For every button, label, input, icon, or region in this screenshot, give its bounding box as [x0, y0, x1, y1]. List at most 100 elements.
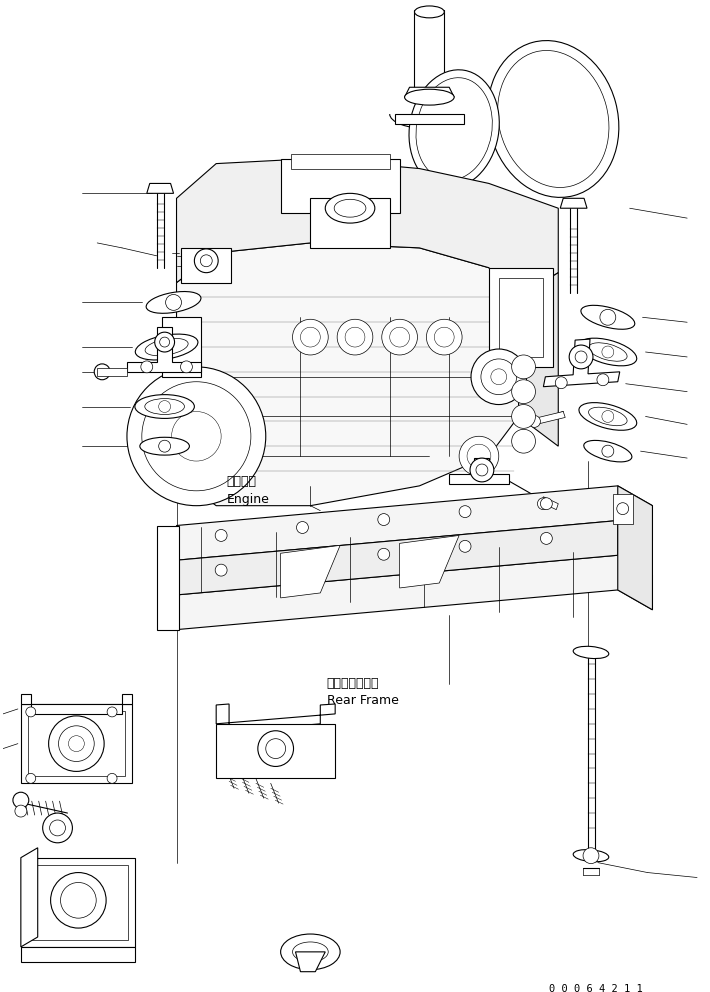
- Ellipse shape: [498, 51, 609, 187]
- Polygon shape: [618, 486, 652, 610]
- Circle shape: [602, 411, 613, 423]
- Polygon shape: [177, 159, 558, 298]
- Circle shape: [597, 374, 609, 386]
- Ellipse shape: [415, 6, 444, 18]
- Ellipse shape: [145, 399, 185, 415]
- Circle shape: [94, 364, 110, 380]
- Bar: [290, 154, 390, 169]
- Ellipse shape: [579, 338, 637, 366]
- Polygon shape: [560, 198, 587, 208]
- Ellipse shape: [416, 77, 492, 181]
- Polygon shape: [147, 184, 173, 193]
- Circle shape: [68, 736, 84, 752]
- Circle shape: [195, 249, 218, 273]
- Circle shape: [337, 319, 373, 355]
- Circle shape: [390, 327, 410, 347]
- Circle shape: [107, 707, 117, 717]
- Circle shape: [540, 533, 552, 545]
- Circle shape: [180, 361, 192, 373]
- Polygon shape: [430, 94, 494, 119]
- Circle shape: [600, 310, 616, 325]
- Circle shape: [617, 503, 628, 515]
- Circle shape: [107, 774, 117, 784]
- Circle shape: [26, 707, 36, 717]
- Circle shape: [378, 549, 390, 560]
- Ellipse shape: [135, 395, 195, 419]
- Circle shape: [540, 498, 552, 510]
- Circle shape: [160, 337, 170, 347]
- Circle shape: [602, 445, 613, 457]
- Circle shape: [297, 557, 308, 568]
- Circle shape: [476, 464, 488, 476]
- Circle shape: [512, 355, 535, 379]
- Circle shape: [155, 332, 175, 352]
- Polygon shape: [449, 458, 508, 484]
- Circle shape: [481, 359, 517, 395]
- Bar: [182, 248, 231, 283]
- Bar: [28, 711, 125, 777]
- Bar: [157, 526, 178, 630]
- Circle shape: [215, 530, 227, 542]
- Circle shape: [165, 295, 182, 310]
- Ellipse shape: [581, 306, 635, 329]
- Circle shape: [583, 848, 599, 864]
- Ellipse shape: [136, 334, 198, 360]
- Polygon shape: [216, 704, 335, 732]
- Circle shape: [172, 412, 221, 461]
- Polygon shape: [405, 87, 454, 97]
- Ellipse shape: [488, 41, 619, 197]
- Circle shape: [142, 382, 251, 491]
- Circle shape: [512, 430, 535, 453]
- Circle shape: [158, 401, 170, 413]
- Circle shape: [491, 369, 507, 385]
- Circle shape: [258, 731, 293, 767]
- Ellipse shape: [146, 292, 201, 313]
- Polygon shape: [400, 536, 459, 588]
- Circle shape: [470, 458, 494, 482]
- Text: 0 0 0 6 4 2 1 1: 0 0 0 6 4 2 1 1: [550, 984, 643, 992]
- Ellipse shape: [409, 69, 499, 188]
- Polygon shape: [542, 497, 558, 510]
- Ellipse shape: [573, 647, 608, 659]
- Circle shape: [58, 726, 94, 762]
- Polygon shape: [177, 243, 518, 506]
- Bar: [21, 858, 135, 947]
- Ellipse shape: [589, 408, 627, 426]
- Circle shape: [13, 793, 29, 808]
- Circle shape: [160, 341, 173, 353]
- Bar: [489, 268, 553, 367]
- Circle shape: [459, 541, 471, 553]
- Circle shape: [50, 873, 106, 929]
- Circle shape: [345, 327, 365, 347]
- Circle shape: [215, 564, 227, 576]
- Bar: [280, 159, 400, 213]
- Text: エンジン: エンジン: [227, 475, 257, 488]
- Circle shape: [141, 361, 153, 373]
- Circle shape: [378, 514, 390, 526]
- Bar: [613, 494, 633, 524]
- Ellipse shape: [325, 193, 375, 223]
- Bar: [216, 724, 335, 779]
- Text: Engine: Engine: [227, 493, 270, 506]
- Circle shape: [382, 319, 417, 355]
- Polygon shape: [21, 694, 132, 714]
- Bar: [498, 278, 543, 357]
- Polygon shape: [21, 848, 38, 947]
- Circle shape: [158, 440, 170, 452]
- Polygon shape: [395, 114, 464, 124]
- Polygon shape: [177, 486, 652, 560]
- Polygon shape: [127, 327, 202, 372]
- Polygon shape: [295, 952, 325, 972]
- Circle shape: [435, 327, 454, 347]
- Circle shape: [427, 319, 462, 355]
- Circle shape: [297, 522, 308, 534]
- Ellipse shape: [140, 437, 190, 455]
- Circle shape: [26, 774, 36, 784]
- Circle shape: [555, 377, 567, 389]
- Ellipse shape: [579, 403, 637, 431]
- Circle shape: [602, 346, 613, 358]
- Ellipse shape: [589, 343, 627, 361]
- Circle shape: [60, 883, 97, 919]
- Circle shape: [50, 820, 65, 836]
- Circle shape: [467, 444, 491, 468]
